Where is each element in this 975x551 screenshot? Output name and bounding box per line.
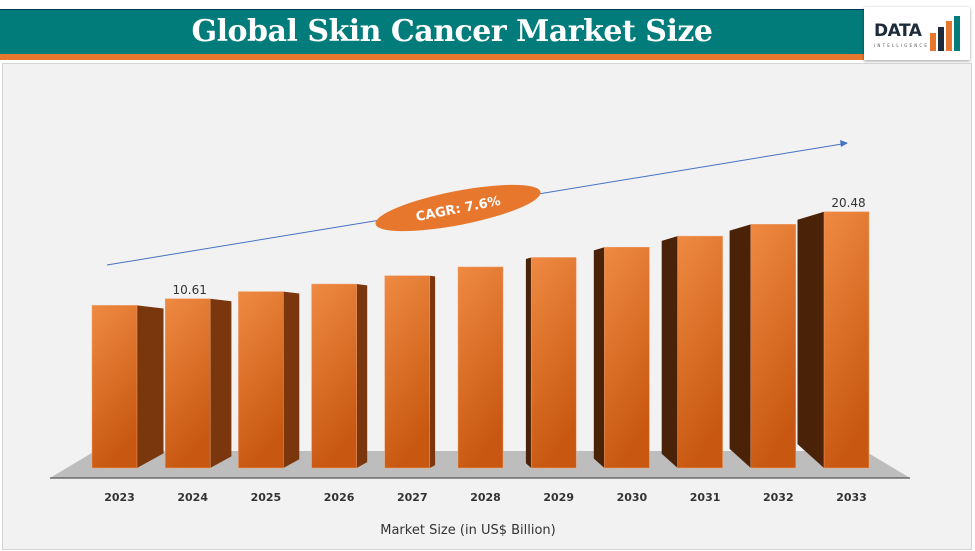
bar-side-2031 [661, 236, 678, 468]
cagr-ellipse [375, 184, 541, 232]
x-tick-label: 2032 [763, 491, 794, 504]
bar-side-2025 [283, 291, 300, 468]
bar-side-2029 [525, 257, 532, 468]
bar-2032 [750, 224, 797, 469]
bar-2028 [457, 266, 504, 469]
bar-side-2027 [429, 275, 436, 468]
data-label: 10.61 [173, 283, 207, 297]
x-tick-label: 2026 [324, 491, 355, 504]
bar-side-2026 [356, 284, 368, 468]
bar-2026 [311, 283, 357, 469]
trend-arrowhead [840, 140, 848, 147]
x-tick-label: 2024 [177, 491, 208, 504]
logo-bars-icon [930, 16, 960, 51]
logo-text: DATA [874, 21, 922, 41]
page-title: Global Skin Cancer Market Size [191, 14, 713, 49]
bar-2027 [384, 275, 431, 469]
bar-side-2024 [210, 298, 232, 468]
bar-2025 [238, 291, 284, 469]
bar-2023 [91, 305, 138, 469]
title-banner [0, 9, 864, 54]
bar-2031 [677, 235, 723, 469]
bar-side-2030 [593, 247, 605, 468]
bar-side-2023 [137, 305, 164, 468]
x-tick-label: 2030 [617, 491, 648, 504]
logo-subtext: INTELLIGENCE [874, 43, 930, 48]
x-tick-label: 2027 [397, 491, 428, 504]
x-tick-label: 2029 [543, 491, 574, 504]
bar-2033 [823, 211, 870, 469]
x-tick-label: 2031 [690, 491, 721, 504]
x-tick-label: 2028 [470, 491, 501, 504]
x-tick-label: 2025 [251, 491, 282, 504]
bar-side-2033 [797, 211, 824, 468]
x-tick-label: 2023 [104, 491, 135, 504]
data-label: 20.48 [831, 196, 865, 210]
accent-stripe [0, 54, 864, 60]
bar-side-2032 [729, 224, 751, 468]
bar-2029 [530, 257, 577, 469]
bar-2030 [604, 246, 650, 469]
x-axis-title: Market Size (in US$ Billion) [380, 523, 556, 538]
logo: DATA INTELLIGENCE [864, 7, 970, 60]
x-tick-label: 2033 [836, 491, 867, 504]
bar-2024 [164, 298, 211, 469]
